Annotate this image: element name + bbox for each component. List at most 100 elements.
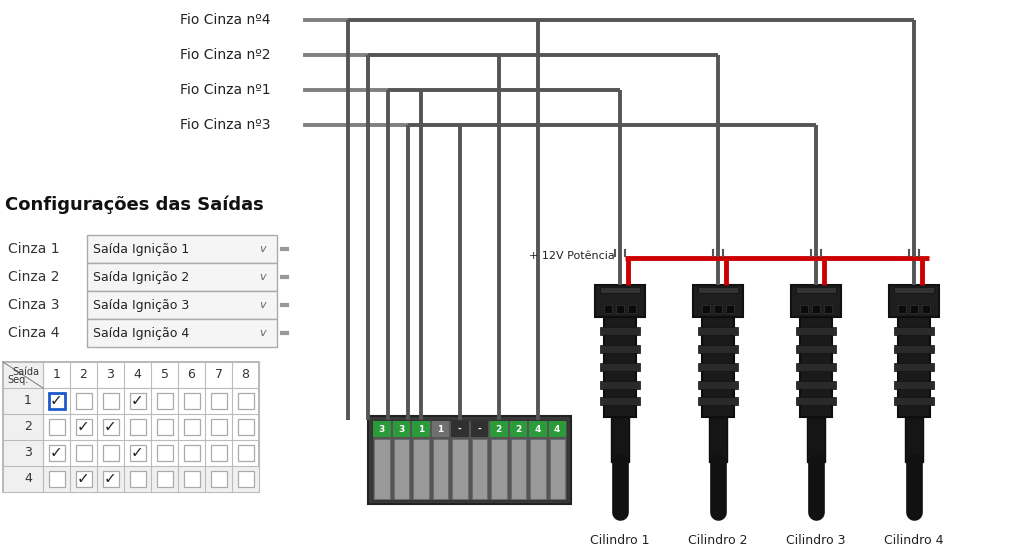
Bar [238,445,254,461]
Bar [432,439,449,499]
Text: v: v [260,244,266,254]
Bar [910,305,918,313]
Bar [3,362,43,492]
Bar [373,421,390,437]
Text: ✓: ✓ [77,472,90,487]
Bar [796,327,836,335]
Bar [238,393,254,409]
Bar [709,417,727,462]
Text: -: - [477,425,481,434]
Bar [595,285,645,317]
Bar [87,291,278,319]
Text: 5: 5 [161,368,169,382]
Text: 3: 3 [106,368,115,382]
Bar [48,393,65,409]
Bar [894,363,934,371]
Bar [102,393,119,409]
Text: Cinza 3: Cinza 3 [8,298,59,312]
Text: Cinza 2: Cinza 2 [8,270,59,284]
Bar [374,439,389,499]
Bar [550,439,565,499]
Bar [87,263,278,291]
Bar [129,393,145,409]
Bar [894,287,934,293]
Bar [238,419,254,435]
Text: 3: 3 [379,425,385,434]
Bar [102,445,119,461]
Text: + 12V Potência: + 12V Potência [529,251,615,261]
Bar [628,305,636,313]
Bar [87,319,278,347]
Bar [129,445,145,461]
Bar [549,421,566,437]
Bar [530,439,546,499]
Text: 2: 2 [496,425,502,434]
Text: -: - [458,425,462,434]
Bar [490,421,508,437]
Text: 6: 6 [187,368,196,382]
Bar [157,393,172,409]
Text: Fio Cinza nº4: Fio Cinza nº4 [180,13,270,27]
Bar [412,421,429,437]
Bar [157,445,172,461]
Text: 4: 4 [133,368,141,382]
Text: Configurações das Saídas: Configurações das Saídas [5,195,264,213]
Text: Fio Cinza nº1: Fio Cinza nº1 [180,83,270,97]
Bar [392,421,410,437]
Text: Cinza 1: Cinza 1 [8,242,59,256]
Bar [238,471,254,487]
Bar [372,420,567,500]
Bar [698,381,738,389]
Bar [48,419,65,435]
Text: 4: 4 [24,472,32,486]
Text: 8: 8 [242,368,250,382]
Text: 1: 1 [418,425,424,434]
Bar [796,397,836,405]
Bar [129,419,145,435]
Text: v: v [260,272,266,282]
Text: 4: 4 [535,425,541,434]
Bar [510,421,527,437]
Text: ✓: ✓ [50,446,62,461]
Bar [604,317,636,417]
Bar [702,305,710,313]
Text: Saída: Saída [12,367,39,377]
Bar [211,445,226,461]
Bar [102,471,119,487]
Bar [894,397,934,405]
Bar [451,421,469,437]
Bar [529,421,547,437]
Bar [600,287,640,293]
Bar [157,419,172,435]
Text: ✓: ✓ [50,394,62,409]
Text: 2: 2 [515,425,521,434]
Bar [698,397,738,405]
Bar [800,317,831,417]
Bar [48,445,65,461]
Bar [796,287,836,293]
Text: ✓: ✓ [131,394,144,409]
Bar [698,345,738,353]
Text: Cinza 4: Cinza 4 [8,326,59,340]
Bar [3,362,259,492]
Bar [905,417,923,462]
Text: 1: 1 [24,394,32,408]
Bar [726,305,734,313]
Bar [898,305,906,313]
Bar [702,317,734,417]
Text: Fio Cinza nº2: Fio Cinza nº2 [180,48,270,62]
Bar [714,305,722,313]
Bar [693,285,743,317]
Bar [600,327,640,335]
Bar [211,471,226,487]
Text: v: v [260,300,266,310]
Text: ✓: ✓ [104,420,117,435]
Text: 7: 7 [214,368,222,382]
Bar [471,439,487,499]
Bar [604,305,612,313]
Text: Saída Ignição 1: Saída Ignição 1 [93,243,189,255]
Text: 1: 1 [437,425,443,434]
Text: 2: 2 [80,368,87,382]
Bar [807,417,825,462]
Bar [76,393,91,409]
